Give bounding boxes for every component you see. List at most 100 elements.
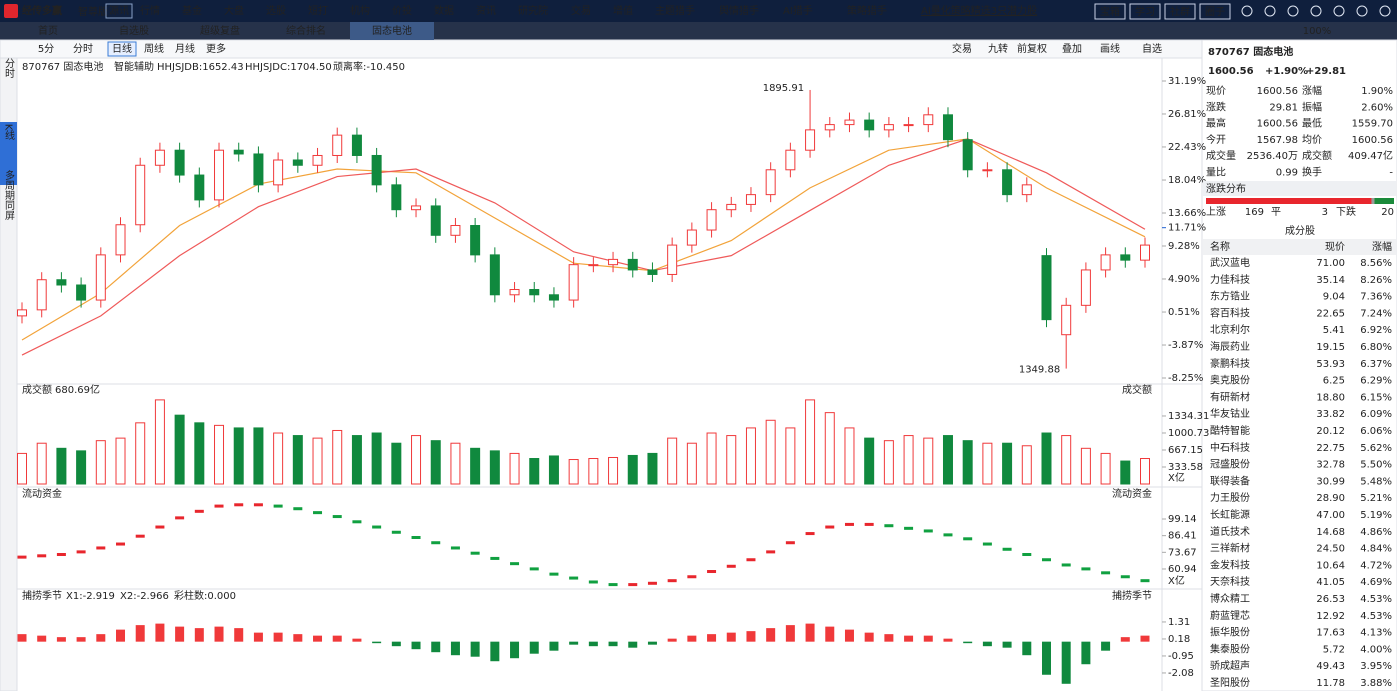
- menu-item[interactable]: 舆情猎手: [719, 4, 759, 17]
- window-icon[interactable]: [1356, 5, 1368, 17]
- menu-item[interactable]: AI猎手: [783, 4, 813, 17]
- field-label: 最高: [1206, 117, 1226, 130]
- menu-item[interactable]: 增值: [613, 4, 633, 17]
- table-cell[interactable]: 金发科技: [1210, 558, 1250, 571]
- table-cell[interactable]: 蔚蓝锂芯: [1210, 609, 1250, 622]
- table-cell[interactable]: 武汉蓝电: [1210, 256, 1250, 269]
- menu-item[interactable]: 数据: [434, 4, 454, 17]
- menu-button[interactable]: 宝箱: [1100, 5, 1120, 18]
- candle-body: [1061, 304, 1072, 336]
- tool-button[interactable]: 画线: [1100, 42, 1120, 55]
- table-cell[interactable]: 三祥新材: [1210, 542, 1250, 555]
- period-button[interactable]: 周线: [144, 42, 164, 55]
- menu-item[interactable]: 价投: [392, 4, 412, 17]
- candle-body: [312, 154, 323, 166]
- menu-item[interactable]: 行情: [140, 4, 160, 17]
- volume-bar: [1021, 445, 1032, 485]
- tab[interactable]: 首页: [38, 24, 58, 37]
- y-tick-label: 18.04%: [1168, 175, 1206, 186]
- volume-bar: [470, 447, 481, 485]
- tool-button[interactable]: 九转: [988, 42, 1008, 55]
- menu-item[interactable]: 机构: [350, 4, 370, 17]
- side-tab[interactable]: 多周期同屏: [3, 169, 15, 221]
- menu-item[interactable]: 交易: [571, 4, 591, 17]
- section-title: 涨跌分布: [1206, 182, 1246, 195]
- menu-item[interactable]: 大盘: [224, 4, 244, 17]
- table-cell[interactable]: 振华股份: [1210, 626, 1250, 639]
- field-value: 1567.98: [1257, 135, 1298, 146]
- volume-bar: [76, 450, 87, 485]
- table-cell[interactable]: 长虹能源: [1210, 508, 1250, 521]
- period-button[interactable]: 5分: [38, 43, 54, 55]
- table-cell[interactable]: 海辰药业: [1210, 340, 1250, 353]
- window-icon[interactable]: [1333, 5, 1345, 17]
- menu-item[interactable]: 基金: [182, 4, 202, 17]
- breadth-label: 下跌: [1336, 205, 1356, 218]
- candle-body: [174, 149, 185, 176]
- volume-bar: [608, 456, 619, 485]
- menu-item[interactable]: 主题猎手: [655, 4, 695, 17]
- table-cell[interactable]: 豪鹏科技: [1210, 357, 1250, 370]
- table-cell[interactable]: 奥克股份: [1210, 374, 1250, 387]
- tool-button[interactable]: 叠加: [1062, 43, 1082, 55]
- table-cell[interactable]: 华友钴业: [1210, 407, 1250, 420]
- table-cell[interactable]: 力王股份: [1210, 491, 1250, 504]
- table-cell[interactable]: 有研新材: [1210, 390, 1250, 403]
- breadth-label: 上涨: [1206, 206, 1226, 218]
- promo-link[interactable]: AI量化策略精选3只潜力股: [921, 4, 1037, 17]
- menu-item[interactable]: 短打: [308, 4, 328, 17]
- table-cell[interactable]: 中石科技: [1210, 441, 1250, 454]
- tab[interactable]: 综合排名: [286, 24, 326, 37]
- menu-item[interactable]: 资讯: [476, 5, 496, 17]
- window-icon[interactable]: [1264, 5, 1276, 17]
- table-cell: 22.75: [1316, 443, 1345, 454]
- period-button[interactable]: 更多: [206, 42, 226, 55]
- tool-button[interactable]: 前复权: [1017, 42, 1047, 55]
- table-cell[interactable]: 博众精工: [1210, 592, 1250, 605]
- window-icon[interactable]: [1310, 5, 1322, 17]
- tab[interactable]: 超级复盘: [200, 24, 240, 37]
- window-icon[interactable]: [1241, 5, 1253, 17]
- period-button[interactable]: 日线: [112, 42, 132, 55]
- period-button[interactable]: 分时: [73, 43, 93, 55]
- assist[interactable]: 智能辅助: [114, 60, 154, 73]
- side-tab[interactable]: K线: [3, 124, 15, 141]
- table-cell[interactable]: 道氏技术: [1210, 525, 1250, 538]
- menu-item[interactable]: 研究院: [518, 4, 548, 17]
- side-tab[interactable]: 分时: [3, 58, 15, 78]
- window-icon[interactable]: [1287, 5, 1299, 17]
- table-cell[interactable]: 北京利尔: [1210, 323, 1250, 336]
- flow-dot: [313, 511, 323, 515]
- menu-bar: [0, 0, 1397, 22]
- flow-dot: [1041, 558, 1051, 562]
- tab[interactable]: 固态电池: [372, 24, 412, 37]
- table-cell[interactable]: 集泰股份: [1210, 642, 1250, 655]
- table-cell[interactable]: 容百科技: [1210, 306, 1250, 319]
- table-cell[interactable]: 力佳科技: [1210, 273, 1250, 286]
- menu-item[interactable]: 选股: [266, 4, 286, 17]
- menu-item[interactable]: 策略猎手: [847, 4, 887, 17]
- table-cell: 5.19%: [1360, 510, 1392, 521]
- period-button[interactable]: 月线: [175, 42, 195, 55]
- candle-body: [76, 284, 87, 301]
- oscillator-bar: [608, 641, 618, 647]
- window-icon[interactable]: [1379, 5, 1391, 17]
- table-cell[interactable]: 联得装备: [1210, 474, 1250, 487]
- table-cell[interactable]: 东方锆业: [1210, 290, 1250, 303]
- table-cell[interactable]: 冠盛股份: [1210, 458, 1250, 471]
- menu-button[interactable]: 圈子: [1205, 6, 1225, 18]
- indicator-label: X2:-2.966: [120, 591, 169, 602]
- menu-button[interactable]: 学习: [1135, 5, 1155, 18]
- table-cell[interactable]: 天奈科技: [1210, 575, 1250, 588]
- table-cell[interactable]: 骄成超声: [1210, 659, 1250, 672]
- stock-name: 870767 固态电池: [22, 60, 103, 73]
- table-cell[interactable]: 酷特智能: [1210, 424, 1250, 437]
- volume-bar: [844, 427, 855, 485]
- tool-button[interactable]: 交易: [952, 42, 972, 55]
- tab[interactable]: 自选股: [119, 24, 149, 37]
- oscillator-bar: [864, 632, 874, 642]
- menu-button[interactable]: 社群: [1170, 5, 1190, 18]
- candle-body: [56, 279, 67, 286]
- tool-button[interactable]: 自选: [1142, 42, 1162, 55]
- table-cell[interactable]: 圣阳股份: [1210, 677, 1250, 689]
